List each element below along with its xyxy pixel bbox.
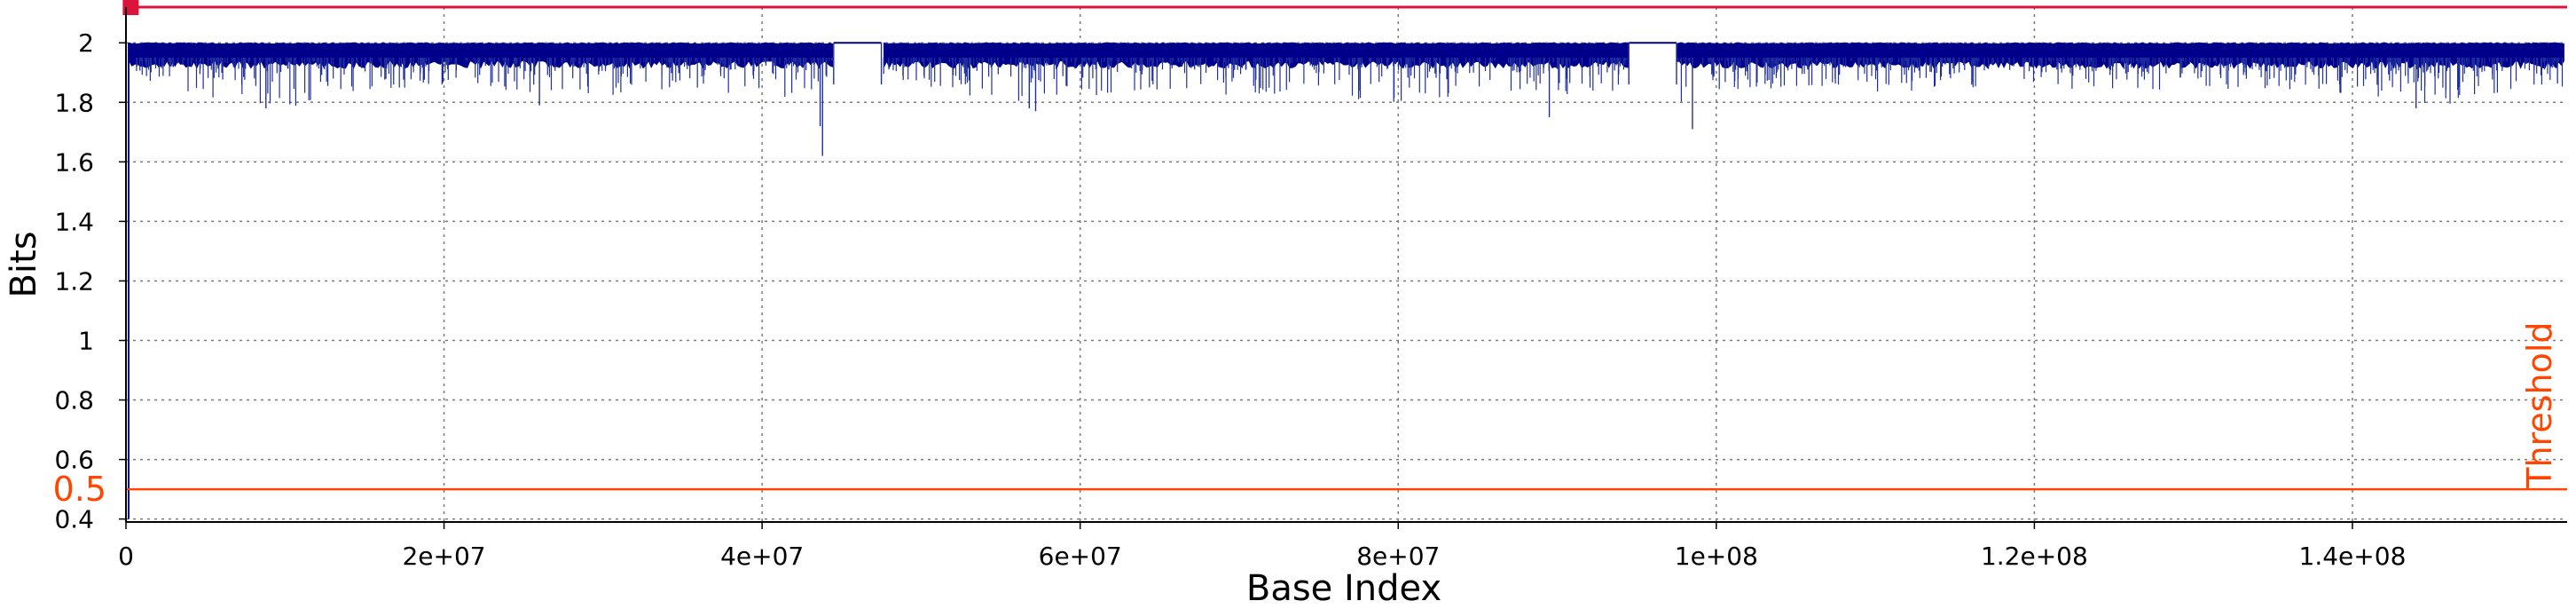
threshold-value-label: 0.5 <box>53 470 106 509</box>
data-spikes <box>136 58 2564 106</box>
x-tick-label: 1.4e+08 <box>2299 542 2407 571</box>
y-tick-label: 1.2 <box>54 266 94 296</box>
data-band <box>884 42 1629 69</box>
x-axis-title: Base Index <box>1246 568 1441 609</box>
x-tick-label: 0 <box>118 542 134 571</box>
grid <box>126 7 2567 522</box>
x-tick-label: 1e+08 <box>1675 542 1758 571</box>
y-tick-label: 1.6 <box>54 147 94 177</box>
y-axis-title: Bits <box>4 231 44 297</box>
x-tick-label: 8e+07 <box>1356 542 1440 571</box>
threshold-label: Threshold <box>2520 321 2559 488</box>
plot-area <box>122 0 2567 519</box>
y-tick-label: 1.8 <box>54 88 94 117</box>
x-tick-label: 6e+07 <box>1039 542 1122 571</box>
x-tick-label: 2e+07 <box>402 542 485 571</box>
y-tick-label: 1.4 <box>54 207 94 236</box>
x-tick-label: 1.2e+08 <box>1981 542 2088 571</box>
y-tick-label: 2 <box>78 28 94 58</box>
y-tick-label: 0.8 <box>54 386 94 415</box>
y-tick-label: 0.4 <box>54 505 94 534</box>
axes <box>119 7 2567 529</box>
y-tick-label: 1 <box>78 326 94 355</box>
x-tick-label: 4e+07 <box>720 542 804 571</box>
y-tick-label: 0.6 <box>54 446 94 475</box>
tick-labels: 0 2e+07 4e+07 6e+07 8e+07 1e+08 1.2e+08 1.4e+08… <box>54 28 2406 571</box>
